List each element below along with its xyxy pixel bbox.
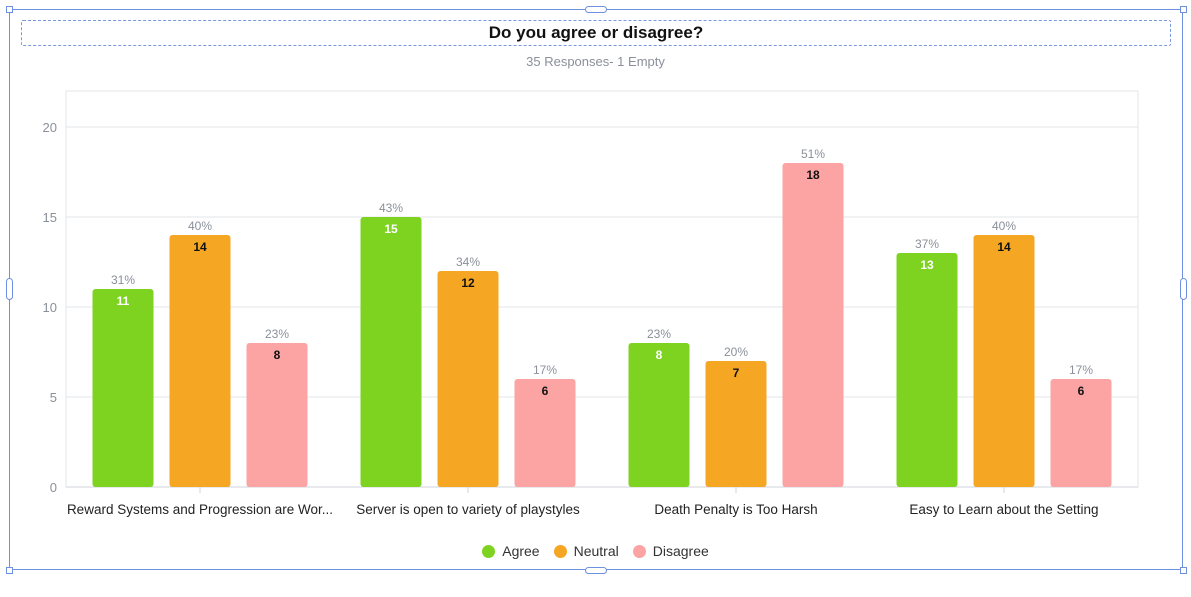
x-tick-label: Easy to Learn about the Setting: [909, 502, 1098, 517]
percent-label: 17%: [1069, 363, 1093, 377]
legend-item-disagree[interactable]: Disagree: [632, 543, 709, 559]
percent-label: 51%: [801, 147, 825, 161]
value-label: 12: [461, 276, 475, 290]
y-tick-label: 20: [43, 120, 57, 135]
legend-label: Neutral: [573, 543, 619, 559]
resize-handle-right[interactable]: [1180, 278, 1187, 300]
legend-swatch: [632, 544, 646, 558]
bar-agree: [92, 289, 154, 487]
value-label: 6: [542, 384, 549, 398]
percent-label: 31%: [111, 273, 135, 287]
percent-label: 23%: [265, 327, 289, 341]
resize-handle-bottom-left[interactable]: [6, 567, 13, 574]
percent-label: 37%: [915, 237, 939, 251]
value-label: 8: [656, 348, 663, 362]
chart-subtitle: 35 Responses- 1 Empty: [526, 54, 665, 69]
y-tick-label: 10: [43, 300, 57, 315]
percent-label: 40%: [188, 219, 212, 233]
value-label: 14: [193, 240, 207, 254]
value-label: 18: [806, 168, 820, 182]
chart-title-box[interactable]: Do you agree or disagree?: [21, 20, 1171, 46]
bar-disagree: [782, 163, 844, 487]
legend-item-agree[interactable]: Agree: [482, 543, 540, 559]
percent-label: 23%: [647, 327, 671, 341]
y-tick-label: 0: [50, 480, 57, 495]
value-label: 7: [733, 366, 740, 380]
bar-disagree: [514, 379, 576, 487]
bar-neutral: [973, 235, 1035, 487]
x-tick-label: Reward Systems and Progression are Wor..…: [67, 502, 333, 517]
value-label: 14: [997, 240, 1011, 254]
bar-neutral: [437, 271, 499, 487]
bar-disagree: [246, 343, 308, 487]
bar-agree: [896, 253, 958, 487]
percent-label: 17%: [533, 363, 557, 377]
legend-swatch: [553, 544, 567, 558]
value-label: 11: [117, 294, 130, 308]
chart-title: Do you agree or disagree?: [488, 23, 704, 42]
bar-agree: [628, 343, 690, 487]
value-label: 8: [274, 348, 281, 362]
bar-disagree: [1050, 379, 1112, 487]
y-tick-label: 15: [43, 210, 57, 225]
bar-neutral: [169, 235, 231, 487]
percent-label: 43%: [379, 201, 403, 215]
bar-agree: [360, 217, 422, 487]
legend-label: Agree: [502, 543, 540, 559]
y-tick-label: 5: [50, 390, 57, 405]
resize-handle-top-right[interactable]: [1180, 6, 1187, 13]
resize-handle-top[interactable]: [585, 6, 607, 13]
legend-swatch: [482, 544, 496, 558]
chart-legend: Agree Neutral Disagree: [0, 543, 1191, 559]
value-label: 6: [1078, 384, 1085, 398]
percent-label: 34%: [456, 255, 480, 269]
resize-handle-bottom-right[interactable]: [1180, 567, 1187, 574]
x-tick-label: Death Penalty is Too Harsh: [654, 502, 817, 517]
x-tick-label: Server is open to variety of playstyles: [356, 502, 580, 517]
resize-handle-top-left[interactable]: [6, 6, 13, 13]
value-label: 13: [920, 258, 934, 272]
percent-label: 40%: [992, 219, 1016, 233]
legend-item-neutral[interactable]: Neutral: [553, 543, 619, 559]
legend-label: Disagree: [652, 543, 709, 559]
resize-handle-bottom[interactable]: [585, 567, 607, 574]
percent-label: 20%: [724, 345, 748, 359]
bar-neutral: [705, 361, 767, 487]
value-label: 15: [384, 222, 398, 236]
resize-handle-left[interactable]: [6, 278, 13, 300]
